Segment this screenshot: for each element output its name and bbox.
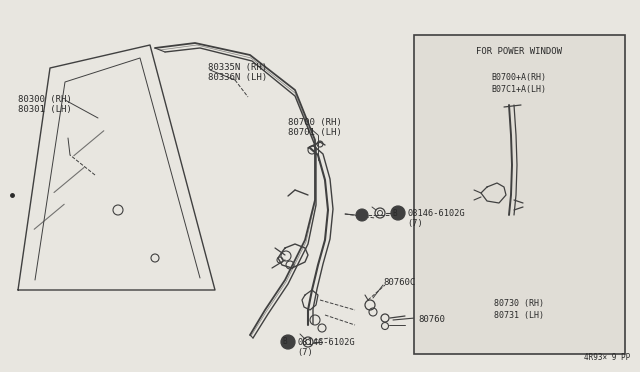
Bar	[414, 35, 625, 354]
Text: 08146-6102G
(7): 08146-6102G (7)	[407, 209, 465, 228]
Text: B: B	[283, 337, 287, 346]
Circle shape	[281, 335, 295, 349]
Text: B0700+A(RH): B0700+A(RH)	[492, 73, 547, 82]
Circle shape	[391, 206, 405, 220]
Text: 4R93× 9 PP: 4R93× 9 PP	[584, 353, 630, 362]
Text: 08146-6102G
(7): 08146-6102G (7)	[297, 338, 355, 357]
Text: FOR POWER WINDOW: FOR POWER WINDOW	[476, 47, 562, 56]
Text: 80300 (RH)
80301 (LH): 80300 (RH) 80301 (LH)	[18, 95, 72, 115]
Text: 80731 (LH): 80731 (LH)	[494, 311, 544, 320]
Text: 80760: 80760	[418, 315, 445, 324]
Text: 80760C: 80760C	[383, 278, 415, 287]
Text: 80700 (RH)
80701 (LH): 80700 (RH) 80701 (LH)	[288, 118, 342, 137]
Text: 80730 (RH): 80730 (RH)	[494, 299, 544, 308]
Text: 80335N (RH)
80336N (LH): 80335N (RH) 80336N (LH)	[208, 63, 267, 83]
Text: B: B	[393, 208, 397, 218]
Circle shape	[356, 209, 368, 221]
Text: B07C1+A(LH): B07C1+A(LH)	[492, 85, 547, 94]
